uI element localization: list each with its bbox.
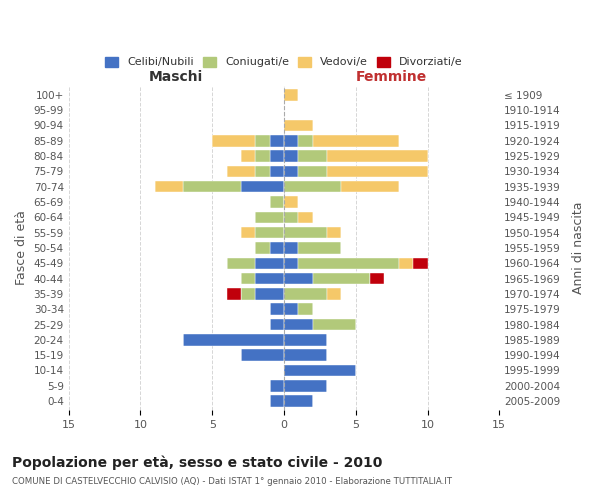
Bar <box>327 288 341 300</box>
Bar <box>284 196 298 208</box>
Bar <box>269 396 284 407</box>
Bar <box>212 135 255 146</box>
Bar <box>155 181 184 192</box>
Bar <box>284 258 298 269</box>
Bar <box>284 319 313 330</box>
Text: Femmine: Femmine <box>356 70 427 84</box>
Bar <box>284 380 327 392</box>
Bar <box>255 212 284 223</box>
Bar <box>241 150 255 162</box>
Text: COMUNE DI CASTELVECCHIO CALVISIO (AQ) - Dati ISTAT 1° gennaio 2010 - Elaborazion: COMUNE DI CASTELVECCHIO CALVISIO (AQ) - … <box>12 478 452 486</box>
Bar <box>241 273 255 284</box>
Bar <box>227 258 255 269</box>
Bar <box>241 288 255 300</box>
Bar <box>298 242 341 254</box>
Bar <box>370 273 385 284</box>
Bar <box>284 334 327 345</box>
Bar <box>327 166 428 177</box>
Bar <box>341 181 399 192</box>
Bar <box>255 258 284 269</box>
Bar <box>284 364 356 376</box>
Bar <box>255 227 284 238</box>
Bar <box>284 150 298 162</box>
Bar <box>284 120 313 131</box>
Bar <box>269 319 284 330</box>
Bar <box>269 135 284 146</box>
Bar <box>284 166 298 177</box>
Text: Maschi: Maschi <box>149 70 203 84</box>
Bar <box>298 258 399 269</box>
Bar <box>284 135 298 146</box>
Bar <box>255 273 284 284</box>
Bar <box>327 227 341 238</box>
Bar <box>284 288 327 300</box>
Bar <box>284 304 298 315</box>
Bar <box>298 304 313 315</box>
Bar <box>269 150 284 162</box>
Bar <box>227 288 241 300</box>
Bar <box>241 227 255 238</box>
Bar <box>313 273 370 284</box>
Bar <box>298 212 313 223</box>
Text: Popolazione per età, sesso e stato civile - 2010: Popolazione per età, sesso e stato civil… <box>12 455 382 469</box>
Bar <box>298 150 327 162</box>
Bar <box>255 150 269 162</box>
Bar <box>255 288 284 300</box>
Bar <box>269 380 284 392</box>
Bar <box>284 350 327 361</box>
Bar <box>269 166 284 177</box>
Bar <box>241 181 284 192</box>
Bar <box>399 258 413 269</box>
Bar <box>184 181 241 192</box>
Bar <box>284 242 298 254</box>
Bar <box>269 304 284 315</box>
Bar <box>284 227 327 238</box>
Bar <box>269 242 284 254</box>
Bar <box>284 212 298 223</box>
Bar <box>313 135 399 146</box>
Bar <box>241 350 284 361</box>
Bar <box>269 196 284 208</box>
Bar <box>284 181 341 192</box>
Bar <box>298 166 327 177</box>
Y-axis label: Fasce di età: Fasce di età <box>15 210 28 286</box>
Bar <box>298 135 313 146</box>
Bar <box>313 319 356 330</box>
Bar <box>255 242 269 254</box>
Bar <box>255 166 269 177</box>
Bar <box>184 334 284 345</box>
Bar <box>284 89 298 101</box>
Bar <box>227 166 255 177</box>
Bar <box>284 396 313 407</box>
Bar <box>284 273 313 284</box>
Y-axis label: Anni di nascita: Anni di nascita <box>572 202 585 294</box>
Bar <box>413 258 428 269</box>
Bar <box>255 135 269 146</box>
Legend: Celibi/Nubili, Coniugati/e, Vedovi/e, Divorziati/e: Celibi/Nubili, Coniugati/e, Vedovi/e, Di… <box>101 52 467 72</box>
Bar <box>327 150 428 162</box>
